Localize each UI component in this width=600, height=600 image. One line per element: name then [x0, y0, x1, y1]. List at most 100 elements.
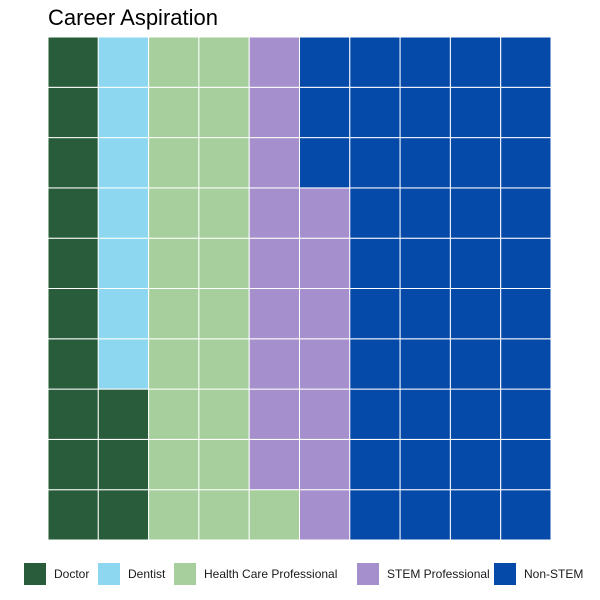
chart-title: Career Aspiration: [48, 5, 218, 30]
waffle-cell-non-stem: [500, 438, 552, 491]
waffle-cell-non-stem: [349, 338, 401, 390]
waffle-cell-non-stem: [349, 36, 401, 88]
waffle-cell-non-stem: [449, 489, 502, 541]
waffle-cell-health-care-professional: [148, 288, 200, 340]
waffle-cell-non-stem: [399, 489, 451, 541]
waffle-cell-non-stem: [500, 288, 552, 340]
waffle-cell-stem-professional: [299, 288, 351, 340]
waffle-cell-non-stem: [399, 338, 451, 390]
waffle-cell-non-stem: [349, 388, 401, 440]
waffle-cell-health-care-professional: [198, 137, 250, 189]
waffle-cell-doctor: [97, 388, 150, 440]
legend-swatch-non-stem: [494, 563, 516, 585]
waffle-cell-dentist: [97, 338, 150, 390]
waffle-cell-non-stem: [349, 438, 401, 491]
legend-swatch-stem-professional: [357, 563, 379, 585]
waffle-cell-doctor: [47, 288, 99, 340]
waffle-cell-dentist: [97, 86, 150, 139]
waffle-cell-stem-professional: [248, 36, 300, 88]
waffle-cell-non-stem: [449, 137, 502, 189]
waffle-cell-stem-professional: [299, 388, 351, 440]
waffle-cell-non-stem: [399, 187, 451, 239]
legend-label-non-stem: Non-STEM: [524, 567, 584, 581]
waffle-cell-doctor: [47, 489, 99, 541]
waffle-cell-non-stem: [449, 388, 502, 440]
waffle-cell-doctor: [47, 86, 99, 139]
waffle-cell-health-care-professional: [148, 338, 200, 390]
waffle-cell-health-care-professional: [148, 489, 200, 541]
waffle-cell-non-stem: [299, 137, 351, 189]
waffle-cell-health-care-professional: [198, 288, 250, 340]
waffle-cell-non-stem: [449, 237, 502, 289]
waffle-cell-health-care-professional: [148, 438, 200, 491]
waffle-cell-stem-professional: [299, 438, 351, 491]
waffle-cell-non-stem: [299, 86, 351, 139]
waffle-cell-health-care-professional: [198, 438, 250, 491]
waffle-cell-health-care-professional: [148, 137, 200, 189]
legend-swatch-health-care-professional: [174, 563, 196, 585]
waffle-cell-non-stem: [349, 187, 401, 239]
waffle-cell-doctor: [47, 388, 99, 440]
waffle-cell-non-stem: [399, 438, 451, 491]
waffle-cell-non-stem: [399, 388, 451, 440]
waffle-cell-non-stem: [500, 36, 552, 88]
waffle-cell-health-care-professional: [198, 489, 250, 541]
waffle-cell-doctor: [47, 137, 99, 189]
waffle-cell-non-stem: [500, 86, 552, 139]
waffle-cell-dentist: [97, 36, 150, 88]
waffle-cell-non-stem: [399, 137, 451, 189]
legend-label-doctor: Doctor: [54, 567, 90, 581]
waffle-cell-stem-professional: [248, 237, 300, 289]
waffle-cell-stem-professional: [248, 86, 300, 139]
waffle-cell-stem-professional: [248, 288, 300, 340]
waffle-cell-non-stem: [399, 237, 451, 289]
waffle-cell-non-stem: [500, 338, 552, 390]
waffle-cell-doctor: [47, 438, 99, 491]
waffle-cell-non-stem: [449, 338, 502, 390]
waffle-cell-non-stem: [349, 86, 401, 139]
waffle-cell-non-stem: [349, 489, 401, 541]
waffle-cell-doctor: [47, 338, 99, 390]
waffle-cell-stem-professional: [299, 187, 351, 239]
waffle-cell-doctor: [97, 438, 150, 491]
waffle-cell-non-stem: [500, 489, 552, 541]
waffle-cell-doctor: [47, 36, 99, 88]
waffle-cell-non-stem: [500, 388, 552, 440]
legend-label-stem-professional: STEM Professional: [387, 567, 490, 581]
waffle-cell-stem-professional: [248, 338, 300, 390]
waffle-cell-health-care-professional: [198, 36, 250, 88]
waffle-cell-non-stem: [449, 86, 502, 139]
waffle-cell-doctor: [47, 237, 99, 289]
waffle-cell-non-stem: [500, 237, 552, 289]
waffle-cell-non-stem: [449, 438, 502, 491]
waffle-cell-health-care-professional: [198, 388, 250, 440]
waffle-cell-dentist: [97, 237, 150, 289]
waffle-cell-stem-professional: [248, 187, 300, 239]
waffle-cell-non-stem: [349, 288, 401, 340]
waffle-cell-non-stem: [500, 137, 552, 189]
waffle-chart: [47, 36, 552, 541]
waffle-cell-health-care-professional: [148, 388, 200, 440]
waffle-cell-dentist: [97, 288, 150, 340]
waffle-cell-stem-professional: [299, 338, 351, 390]
legend-swatch-dentist: [98, 563, 120, 585]
waffle-cell-doctor: [97, 489, 150, 541]
waffle-cell-non-stem: [399, 288, 451, 340]
waffle-cell-non-stem: [349, 237, 401, 289]
waffle-cell-non-stem: [500, 187, 552, 239]
waffle-cell-non-stem: [449, 288, 502, 340]
waffle-cell-health-care-professional: [148, 187, 200, 239]
waffle-cell-doctor: [47, 187, 99, 239]
waffle-cell-dentist: [97, 137, 150, 189]
waffle-cell-stem-professional: [248, 137, 300, 189]
waffle-cell-non-stem: [399, 86, 451, 139]
waffle-cell-non-stem: [399, 36, 451, 88]
waffle-cell-health-care-professional: [148, 237, 200, 289]
legend-label-dentist: Dentist: [128, 567, 166, 581]
legend: Doctor Dentist Health Care Professional …: [0, 562, 600, 586]
waffle-cell-non-stem: [299, 36, 351, 88]
waffle-cell-stem-professional: [248, 438, 300, 491]
waffle-cell-stem-professional: [299, 237, 351, 289]
waffle-cell-health-care-professional: [248, 489, 300, 541]
waffle-cell-stem-professional: [248, 388, 300, 440]
